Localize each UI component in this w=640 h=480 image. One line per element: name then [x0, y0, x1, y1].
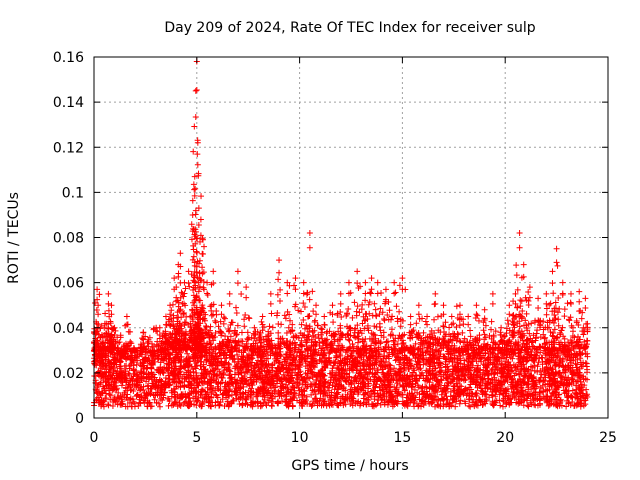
data-point	[204, 292, 211, 299]
data-point	[93, 307, 100, 314]
data-point	[188, 221, 195, 228]
data-point	[95, 311, 102, 318]
data-point	[190, 253, 197, 260]
data-point	[212, 319, 219, 326]
data-point	[134, 391, 141, 398]
data-point	[279, 361, 286, 368]
data-point	[134, 392, 141, 399]
data-point	[130, 367, 137, 374]
data-point	[363, 375, 370, 382]
data-point	[257, 403, 264, 410]
data-point	[488, 326, 495, 333]
data-point	[254, 361, 261, 368]
data-point	[371, 387, 378, 394]
data-point	[467, 403, 474, 410]
data-point	[105, 402, 112, 409]
data-point	[131, 403, 138, 410]
data-point	[170, 321, 177, 328]
data-point	[527, 399, 534, 406]
data-point	[216, 401, 223, 408]
data-point	[106, 391, 113, 398]
data-point	[210, 268, 217, 275]
data-point	[129, 396, 136, 403]
data-point	[125, 370, 132, 377]
data-point	[221, 402, 228, 409]
data-point	[171, 275, 178, 282]
data-point	[192, 114, 199, 121]
data-point	[204, 290, 211, 297]
data-point	[185, 268, 192, 275]
data-point	[168, 307, 175, 314]
data-point	[167, 322, 174, 329]
data-point	[125, 328, 132, 335]
data-point	[538, 354, 545, 361]
data-point	[449, 399, 456, 406]
data-point	[123, 313, 130, 320]
data-point	[198, 193, 205, 200]
data-point	[354, 366, 361, 373]
data-point	[208, 312, 215, 319]
data-point	[194, 161, 201, 168]
data-point	[568, 375, 575, 382]
data-point	[215, 366, 222, 373]
data-point	[115, 389, 122, 396]
data-point	[156, 403, 163, 410]
data-point	[462, 385, 469, 392]
data-point	[193, 87, 200, 94]
data-point	[179, 300, 186, 307]
data-point	[193, 249, 200, 256]
data-point	[197, 216, 204, 223]
data-points	[91, 58, 591, 410]
data-point	[347, 400, 354, 407]
data-point	[169, 301, 176, 308]
data-point	[537, 349, 544, 356]
data-point	[102, 310, 109, 317]
data-point	[221, 315, 228, 322]
data-point	[446, 372, 453, 379]
data-point	[109, 403, 116, 410]
data-point	[185, 280, 192, 287]
data-point	[148, 403, 155, 410]
data-point	[220, 361, 227, 368]
data-point	[261, 365, 268, 372]
data-point	[191, 186, 198, 193]
data-point	[192, 87, 199, 94]
data-point	[199, 270, 206, 277]
data-point	[190, 181, 197, 188]
data-point	[175, 270, 182, 277]
data-point	[91, 361, 98, 368]
data-point	[222, 333, 229, 340]
data-point	[456, 400, 463, 407]
data-point	[497, 402, 504, 409]
data-point	[136, 399, 143, 406]
data-point	[192, 185, 199, 192]
data-point	[105, 290, 112, 297]
data-point	[108, 302, 115, 309]
data-point	[201, 243, 208, 250]
data-point	[502, 332, 509, 339]
data-point	[562, 386, 569, 393]
data-point	[165, 402, 172, 409]
data-point	[159, 397, 166, 404]
data-point	[249, 355, 256, 362]
data-point	[105, 300, 112, 307]
data-point	[268, 402, 275, 409]
data-point	[575, 377, 582, 384]
data-point	[311, 364, 318, 371]
chart-title: Day 209 of 2024, Rate Of TEC Index for r…	[164, 20, 535, 36]
data-point	[212, 317, 219, 324]
data-point	[177, 250, 184, 257]
data-point	[417, 365, 424, 372]
data-point	[469, 399, 476, 406]
data-point	[207, 323, 214, 330]
data-point	[266, 323, 273, 330]
data-point	[583, 360, 590, 367]
data-point	[127, 387, 134, 394]
data-point	[199, 251, 206, 258]
data-point	[411, 403, 418, 410]
data-point	[473, 358, 480, 365]
